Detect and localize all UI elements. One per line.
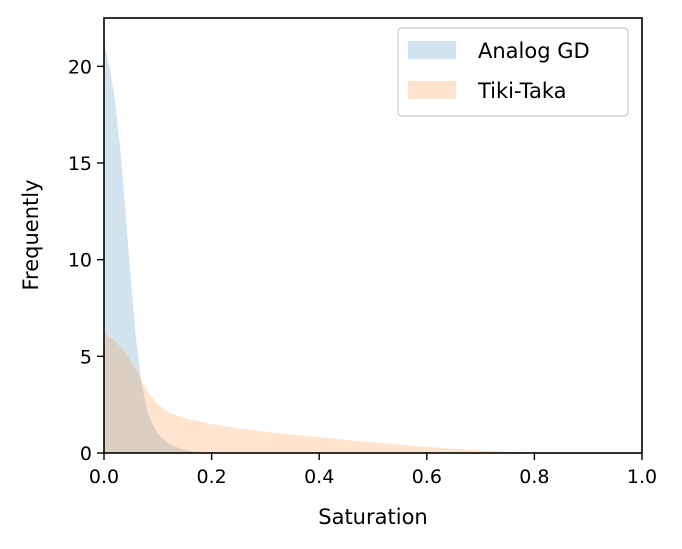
x-axis-ticks: 0.0 0.2 0.4 0.6 0.8 1.0: [89, 453, 657, 488]
x-tick-label: 1.0: [627, 466, 657, 488]
histogram-series-analog-gd: [104, 41, 212, 453]
series-layer: [104, 41, 546, 453]
legend: Analog GD Tiki-Taka: [397, 27, 629, 117]
y-tick-label: 15: [68, 153, 92, 175]
y-axis-ticks: 0 5 10 15 20: [68, 56, 104, 465]
legend-swatch-analog-gd: [408, 41, 456, 59]
plot-area-frame: [103, 17, 643, 454]
x-tick-label: 0.6: [412, 466, 442, 488]
y-tick-label: 0: [80, 443, 92, 465]
legend-label-analog-gd: Analog GD: [478, 39, 590, 63]
x-tick-label: 0.4: [304, 466, 334, 488]
y-axis-label: Frequently: [19, 179, 43, 290]
x-tick-label: 0.2: [196, 466, 226, 488]
y-tick-label: 5: [80, 346, 92, 368]
y-tick-label: 20: [68, 56, 92, 78]
legend-frame: [397, 27, 629, 117]
x-axis-label: Saturation: [318, 505, 427, 529]
x-tick-label: 0.0: [89, 466, 119, 488]
legend-label-tiki-taka: Tiki-Taka: [477, 79, 567, 103]
legend-swatch-tiki-taka: [408, 81, 456, 99]
histogram-series-tiki-taka: [104, 333, 546, 453]
x-tick-label: 0.8: [519, 466, 549, 488]
y-tick-label: 10: [68, 250, 92, 272]
